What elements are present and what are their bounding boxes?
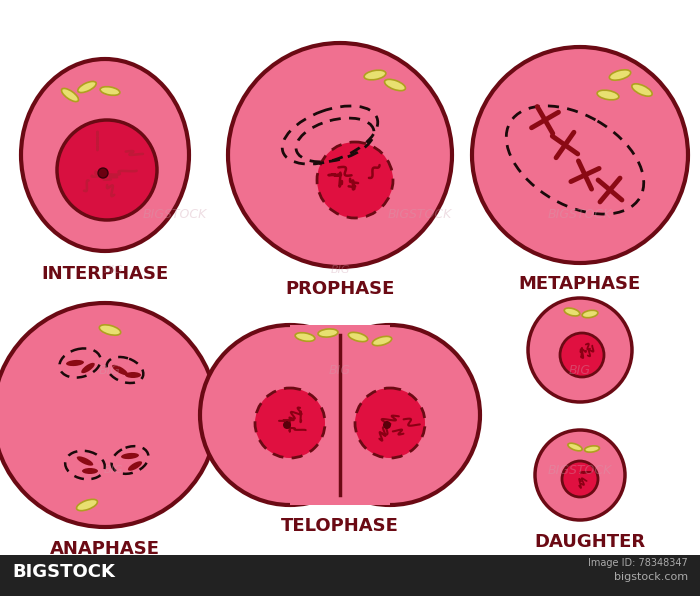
Text: BIG: BIG — [569, 364, 591, 377]
Text: BIG: BIG — [104, 465, 122, 475]
Circle shape — [98, 168, 108, 178]
Ellipse shape — [295, 333, 315, 342]
Circle shape — [472, 47, 688, 263]
Ellipse shape — [81, 363, 94, 373]
Text: BIGSTOCK: BIGSTOCK — [548, 464, 612, 476]
Bar — [0, 555, 700, 596]
Text: BIG: BIG — [99, 364, 121, 377]
Ellipse shape — [632, 84, 652, 96]
Text: BIGSTOCK: BIGSTOCK — [12, 563, 115, 581]
Text: bigstock.com: bigstock.com — [614, 572, 688, 582]
Ellipse shape — [76, 499, 97, 511]
Ellipse shape — [121, 453, 139, 459]
Circle shape — [200, 325, 380, 505]
Text: BIGSTOCK: BIGSTOCK — [143, 209, 207, 222]
Circle shape — [355, 388, 425, 458]
Ellipse shape — [568, 443, 582, 451]
Ellipse shape — [372, 336, 392, 346]
Text: PROPHASE: PROPHASE — [286, 280, 395, 298]
Ellipse shape — [82, 468, 98, 474]
Text: BIG: BIG — [330, 265, 350, 275]
Circle shape — [255, 388, 325, 458]
Ellipse shape — [66, 360, 84, 366]
Text: BIG: BIG — [104, 265, 122, 275]
Ellipse shape — [21, 59, 189, 251]
Ellipse shape — [128, 461, 142, 471]
Ellipse shape — [582, 311, 598, 318]
Text: TELOPHASE: TELOPHASE — [281, 517, 399, 535]
Text: Image ID: 78348347: Image ID: 78348347 — [588, 558, 688, 568]
Circle shape — [57, 120, 157, 220]
Ellipse shape — [597, 90, 619, 100]
Circle shape — [528, 298, 632, 402]
Circle shape — [562, 461, 598, 497]
Ellipse shape — [564, 308, 580, 316]
Circle shape — [0, 303, 217, 527]
Circle shape — [383, 421, 391, 429]
Circle shape — [300, 325, 480, 505]
Text: BIGSTOCK: BIGSTOCK — [388, 209, 452, 222]
Ellipse shape — [364, 70, 386, 80]
Ellipse shape — [99, 325, 120, 335]
Ellipse shape — [77, 457, 93, 465]
Text: ANAPHASE: ANAPHASE — [50, 540, 160, 558]
Circle shape — [283, 421, 291, 429]
Ellipse shape — [78, 82, 96, 92]
Text: BIG: BIG — [329, 364, 351, 377]
Circle shape — [317, 142, 393, 218]
Ellipse shape — [62, 88, 78, 101]
Ellipse shape — [125, 372, 141, 378]
Circle shape — [228, 43, 452, 267]
Ellipse shape — [609, 70, 631, 80]
Bar — [290, 325, 390, 505]
Ellipse shape — [318, 329, 338, 337]
Ellipse shape — [100, 86, 120, 95]
Text: INTERPHASE: INTERPHASE — [41, 265, 169, 283]
Ellipse shape — [384, 79, 405, 91]
Ellipse shape — [112, 365, 128, 375]
Text: BIGSTOCK: BIGSTOCK — [548, 209, 612, 222]
Ellipse shape — [584, 446, 599, 452]
Circle shape — [560, 333, 604, 377]
Circle shape — [535, 430, 625, 520]
Text: METAPHASE: METAPHASE — [519, 275, 641, 293]
Ellipse shape — [349, 333, 368, 342]
Text: DAUGHTER
CELLS: DAUGHTER CELLS — [534, 533, 645, 573]
